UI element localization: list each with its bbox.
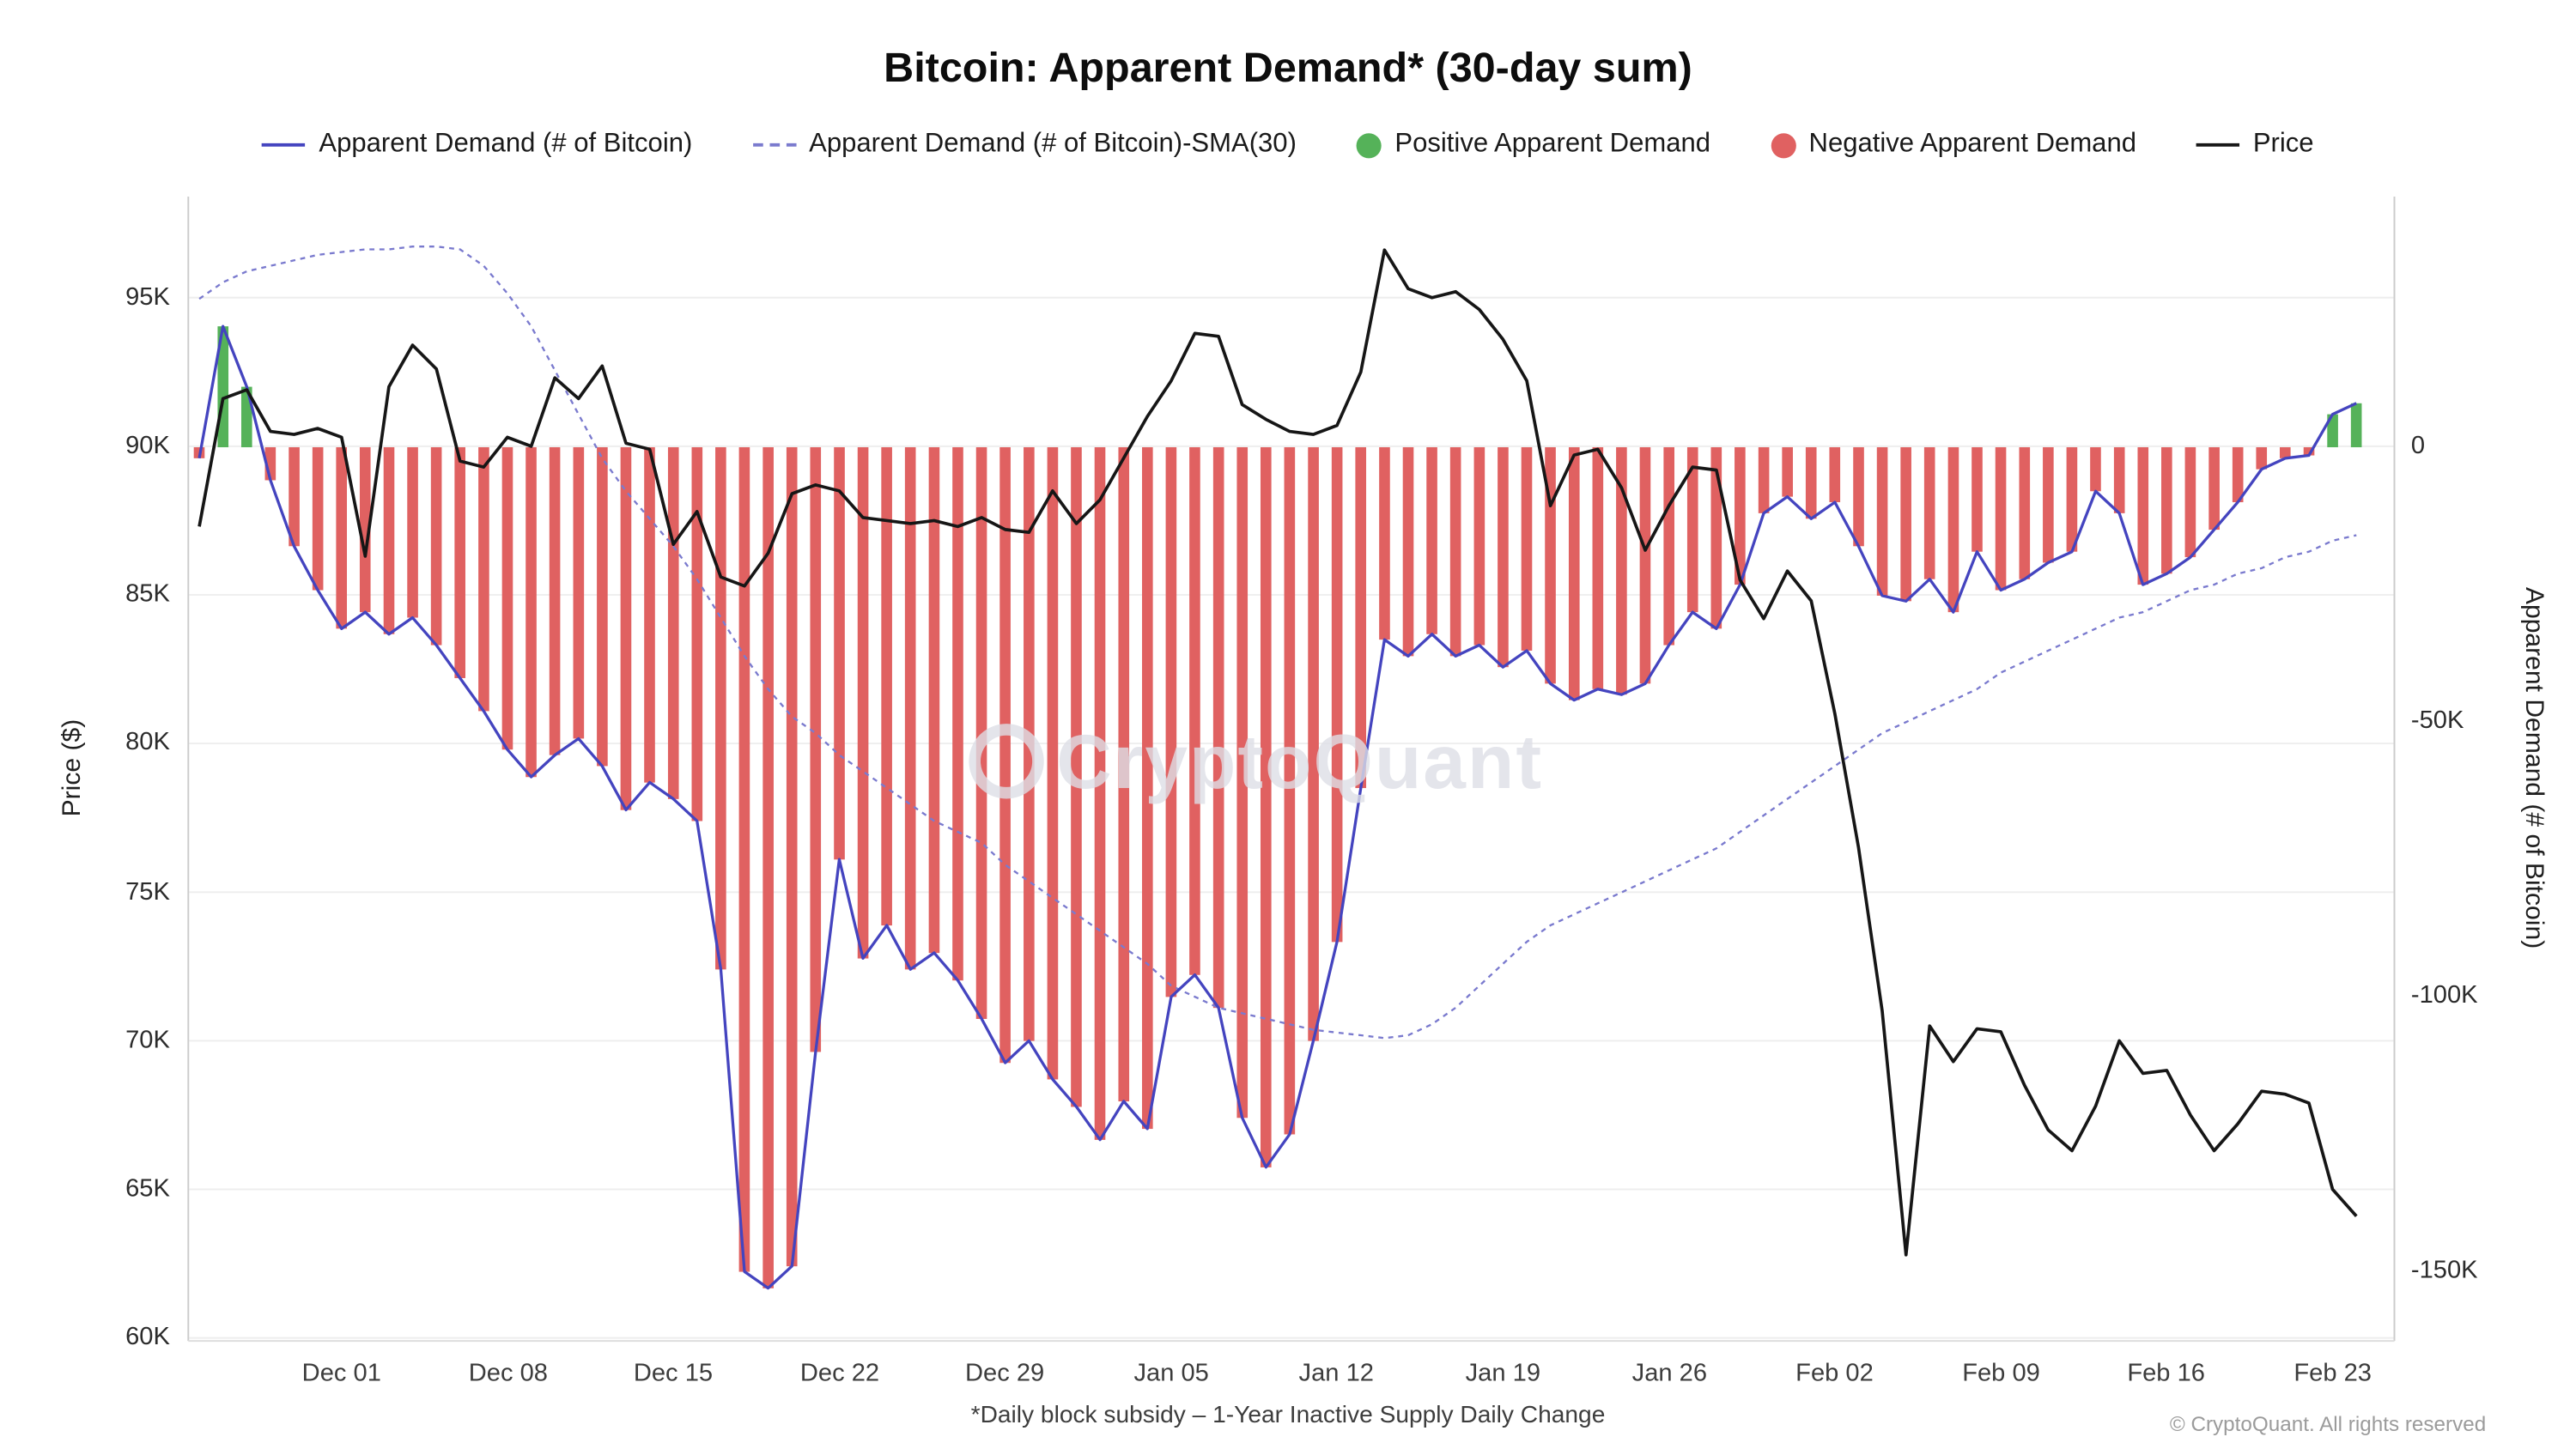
legend-label: Price [2252, 130, 2314, 159]
legend-line-icon [2196, 142, 2240, 147]
positive-demand-bars [217, 326, 2362, 448]
negative-demand-bars [193, 447, 2315, 1288]
x-axis-tick: Jan 05 [1133, 1359, 1209, 1388]
x-axis-tick: Dec 29 [965, 1359, 1045, 1388]
legend-item-positive-apparent-demand[interactable]: Positive Apparent Demand [1356, 130, 1711, 160]
x-axis-tick: Dec 01 [301, 1359, 381, 1388]
x-axis-tick: Dec 08 [468, 1359, 548, 1388]
legend-dot-icon [1770, 132, 1796, 158]
legend-label: Apparent Demand (# of Bitcoin)-SMA(30) [809, 130, 1297, 159]
axis-lines [187, 196, 2396, 1343]
copyright-notice: © CryptoQuant. All rights reserved [2169, 1412, 2487, 1436]
cryptoquant-watermark: CryptoQuant [969, 718, 1543, 804]
x-axis-tick: Feb 16 [2127, 1359, 2205, 1388]
y-axis-tick-right: -100K [2410, 980, 2478, 1009]
legend-item-apparent-demand-of-bitcoin[interactable]: Apparent Demand (# of Bitcoin) [262, 130, 692, 160]
chart-title: Bitcoin: Apparent Demand* (30-day sum) [884, 45, 1692, 92]
x-axis-tick: Dec 15 [633, 1359, 714, 1388]
svg-text:CryptoQuant: CryptoQuant [1056, 718, 1543, 804]
y-axis-tick-left: 85K [125, 579, 170, 609]
legend-dashed-line-icon [752, 142, 796, 147]
x-axis-tick: Jan 19 [1465, 1359, 1541, 1388]
chart-legend: Apparent Demand (# of Bitcoin) Apparent D… [0, 130, 2576, 160]
x-axis-tick: Jan 26 [1631, 1359, 1708, 1388]
y-axis-tick-right: -50K [2410, 706, 2464, 735]
legend-item-price[interactable]: Price [2196, 130, 2314, 160]
y-axis-tick-left: 90K [125, 431, 170, 460]
legend-label: Apparent Demand (# of Bitcoin) [319, 130, 693, 159]
y-axis-tick-right: 0 [2410, 431, 2426, 460]
x-axis-tick: Feb 02 [1795, 1359, 1874, 1388]
legend-dot-icon [1356, 132, 1382, 158]
legend-item-apparent-demand-of-bitcoin-sma-30[interactable]: Apparent Demand (# of Bitcoin)-SMA(30) [752, 130, 1297, 160]
x-axis-tick: Dec 22 [799, 1359, 880, 1388]
price-line [197, 248, 2358, 1257]
cryptoquant-logo-icon [969, 724, 1044, 799]
x-axis-tick: Jan 12 [1298, 1359, 1374, 1388]
apparent-demand-line [197, 324, 2357, 1290]
y-axis-tick-left: 75K [125, 877, 170, 906]
x-axis-tick: Feb 23 [2293, 1359, 2372, 1388]
chart-footnote: *Daily block subsidy – 1-Year Inactive S… [970, 1402, 1606, 1429]
legend-item-negative-apparent-demand[interactable]: Negative Apparent Demand [1770, 130, 2136, 160]
legend-line-icon [262, 142, 306, 147]
legend-label: Positive Apparent Demand [1394, 130, 1711, 159]
x-axis-tick: Feb 09 [1962, 1359, 2040, 1388]
y-axis-tick-left: 70K [125, 1026, 170, 1055]
y-axis-tick-left: 65K [125, 1174, 170, 1203]
apparent-demand-sma-line [198, 246, 2357, 1040]
y-axis-tick-left: 95K [125, 282, 170, 312]
y-axis-tick-left: 80K [125, 727, 170, 756]
y-axis-tick-right: -150K [2410, 1256, 2478, 1285]
legend-label: Negative Apparent Demand [1808, 130, 2136, 159]
y-axis-tick-left: 60K [125, 1322, 170, 1351]
